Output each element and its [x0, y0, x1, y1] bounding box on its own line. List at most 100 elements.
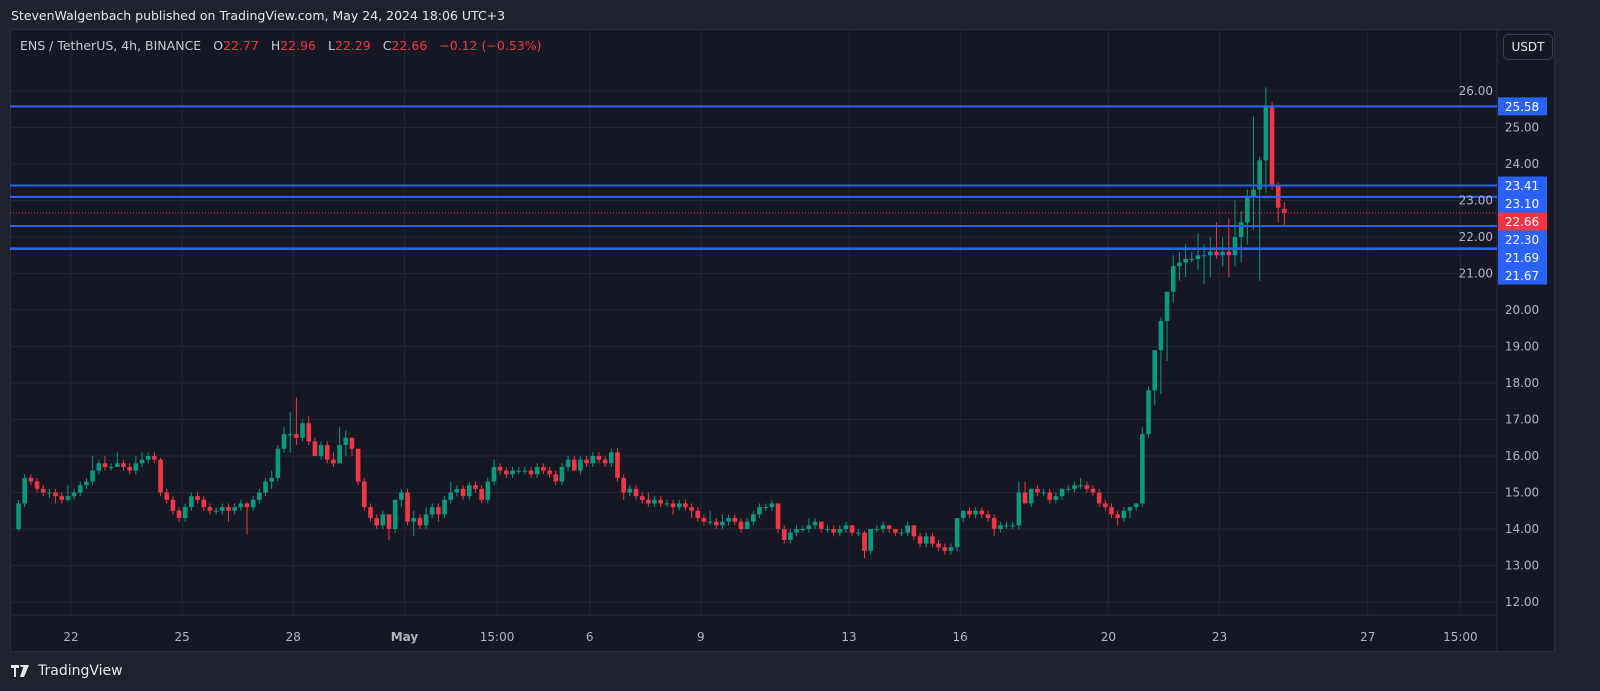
- candle-down: [504, 470, 509, 475]
- candle-down: [775, 503, 781, 529]
- price-tick-label: 22.00: [1459, 230, 1493, 244]
- candle-down: [102, 463, 108, 467]
- candle-down: [164, 492, 170, 500]
- price-tick-label: 13.00: [1505, 559, 1539, 573]
- time-tick-label: 15:00: [480, 630, 515, 644]
- candle-down: [528, 470, 534, 475]
- price-tick-label: 25.00: [1505, 121, 1539, 135]
- candle-down: [460, 488, 466, 497]
- candle-up: [806, 525, 812, 529]
- close-label: C: [382, 38, 392, 53]
- candle-down: [497, 466, 503, 471]
- level-price-badge: [1498, 266, 1547, 285]
- time-tick-label: 22: [63, 630, 78, 644]
- candle-up: [232, 507, 237, 511]
- candlestick-chart[interactable]: 12.00 13.00 14.00 15.00 16.00 17.00 18.00 19.00…: [10, 29, 1555, 652]
- level-price-badge: [1498, 248, 1547, 267]
- candle-down: [1226, 251, 1232, 256]
- currency-button[interactable]: USDT: [1503, 34, 1553, 60]
- published-by-line: StevenWalgenbach published on TradingVie…: [11, 8, 506, 23]
- candle-down: [195, 496, 200, 500]
- level-price-label: 25.58: [1505, 100, 1539, 114]
- candle-down: [1109, 507, 1114, 515]
- candle-up: [1238, 222, 1244, 237]
- level-price-label: 23.10: [1505, 197, 1539, 211]
- candle-down: [152, 456, 157, 460]
- chart-panel[interactable]: [10, 29, 1555, 652]
- candle-down: [602, 459, 608, 464]
- candle-up: [1127, 507, 1133, 511]
- candle-up: [96, 463, 102, 471]
- candle-down: [374, 518, 379, 526]
- candle-up: [534, 466, 540, 475]
- candle-down: [818, 521, 824, 529]
- candle-up: [466, 485, 472, 497]
- open-value: 22.77: [223, 38, 259, 53]
- candle-up: [1004, 525, 1009, 527]
- level-price-badge: [1498, 194, 1547, 213]
- candle-down: [1022, 492, 1028, 504]
- candle-down: [1096, 492, 1102, 504]
- level-price-label: 21.67: [1505, 269, 1539, 283]
- candle-up: [1078, 485, 1083, 487]
- candle-up: [899, 532, 904, 534]
- candle-up: [973, 510, 978, 515]
- high-label: H: [270, 38, 281, 53]
- candle-down: [911, 525, 917, 537]
- candle-down: [40, 488, 46, 493]
- candle-down: [633, 488, 639, 497]
- candle-down: [1047, 492, 1053, 500]
- candle-up: [238, 503, 244, 508]
- candle-up: [1207, 251, 1213, 256]
- candle-up: [590, 456, 596, 464]
- candle-up: [565, 459, 571, 467]
- candle-up: [108, 466, 114, 468]
- candle-up: [300, 423, 305, 438]
- candle-down: [368, 507, 373, 519]
- candle-down: [893, 529, 898, 533]
- price-tick-label: 12.00: [1505, 595, 1539, 609]
- candle-up: [84, 481, 89, 486]
- candle-down: [53, 492, 58, 497]
- price-tick-label: 19.00: [1505, 340, 1539, 354]
- candle-up: [491, 466, 497, 482]
- candle-up: [448, 492, 454, 500]
- candle-down: [294, 434, 299, 438]
- candle-up: [16, 503, 21, 529]
- candle-up: [133, 463, 139, 471]
- candle-up: [1232, 237, 1238, 256]
- candle-up: [189, 496, 194, 508]
- ohlc-legend: ENS / TetherUS, 4h, BINANCE O22.77 H22.9…: [20, 38, 541, 53]
- candle-up: [751, 514, 756, 522]
- candle-down: [473, 485, 478, 489]
- candle-up: [399, 492, 404, 500]
- candle-up: [1177, 262, 1182, 267]
- candle-up: [1140, 434, 1145, 504]
- candle-up: [837, 529, 843, 533]
- price-tick-label: 17.00: [1505, 413, 1539, 427]
- candle-down: [479, 488, 484, 500]
- price-tick-label: 20.00: [1505, 303, 1539, 317]
- candle-down: [436, 507, 441, 515]
- candle-down: [701, 518, 707, 522]
- candle-up: [769, 503, 775, 508]
- candle-up: [794, 529, 799, 533]
- candle-down: [689, 507, 694, 511]
- candle-down: [349, 437, 355, 449]
- symbol-title[interactable]: ENS / TetherUS, 4h, BINANCE: [20, 38, 202, 53]
- candle-down: [405, 492, 410, 522]
- candle-down: [831, 529, 836, 533]
- candle-up: [250, 499, 256, 508]
- candle-up: [454, 488, 460, 493]
- candle-down: [121, 463, 126, 467]
- low-value: 22.29: [334, 38, 371, 53]
- price-tick-label: 15.00: [1505, 486, 1539, 500]
- candle-down: [936, 543, 941, 548]
- candle-down: [547, 470, 552, 475]
- candle-up: [800, 529, 806, 530]
- candle-down: [781, 529, 787, 540]
- tradingview-logo[interactable]: TradingView: [11, 663, 123, 679]
- time-tick-label: 13: [841, 630, 856, 644]
- candle-up: [1195, 255, 1201, 259]
- candle-down: [127, 466, 132, 471]
